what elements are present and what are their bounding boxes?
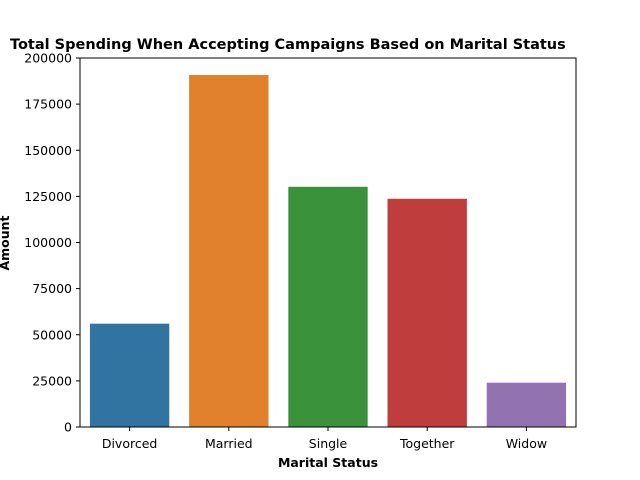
y-tick-label: 200000 bbox=[24, 51, 72, 66]
x-tick-label: Single bbox=[309, 436, 348, 451]
x-axis-label: Marital Status bbox=[278, 455, 378, 470]
bar-widow bbox=[486, 382, 567, 427]
y-tick-label: 0 bbox=[64, 420, 72, 435]
y-tick-label: 150000 bbox=[24, 143, 72, 158]
y-tick-label: 75000 bbox=[32, 281, 72, 296]
y-axis-ticks: 0 25000 50000 75000 100000 125000 150000 175000… bbox=[24, 51, 80, 435]
x-tick-label: Divorced bbox=[102, 436, 158, 451]
bar-divorced bbox=[89, 323, 170, 427]
y-tick-label: 175000 bbox=[24, 97, 72, 112]
y-axis-label: Amount bbox=[0, 215, 12, 270]
x-tick-label: Widow bbox=[506, 436, 547, 451]
y-tick-label: 100000 bbox=[24, 235, 72, 250]
y-tick-label: 25000 bbox=[32, 373, 72, 388]
bar-single bbox=[288, 186, 368, 427]
bar-married bbox=[189, 74, 269, 427]
bar-together bbox=[387, 198, 467, 427]
x-tick-label: Married bbox=[205, 436, 253, 451]
y-tick-label: 50000 bbox=[32, 327, 72, 342]
y-tick-label: 125000 bbox=[24, 189, 72, 204]
x-axis-ticks: Divorced Married Single Together Widow bbox=[102, 427, 547, 451]
chart-title: Total Spending When Accepting Campaigns … bbox=[10, 37, 566, 53]
x-tick-label: Together bbox=[399, 436, 455, 451]
bars-group bbox=[89, 74, 567, 427]
